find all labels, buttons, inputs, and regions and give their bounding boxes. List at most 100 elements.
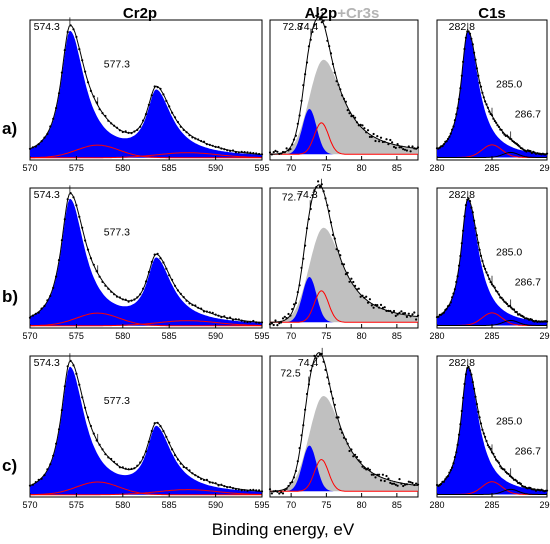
x-tick-label: 285	[484, 331, 499, 341]
data-point	[291, 143, 294, 146]
data-point	[46, 468, 49, 471]
data-point	[496, 124, 499, 127]
data-point	[354, 453, 357, 456]
data-point	[274, 319, 277, 322]
x-tick-label: 280	[429, 331, 444, 341]
data-point	[298, 284, 301, 287]
data-point	[197, 475, 200, 478]
x-tick-label: 290	[539, 331, 550, 341]
data-point	[506, 302, 509, 306]
data-point	[533, 488, 536, 491]
data-point	[208, 143, 211, 146]
data-point	[205, 310, 208, 313]
data-point	[46, 299, 49, 302]
data-point	[391, 141, 394, 144]
data-point	[168, 441, 171, 444]
data-point	[208, 311, 211, 314]
data-point	[445, 307, 448, 310]
data-point	[398, 311, 401, 314]
data-point	[320, 183, 323, 186]
data-point	[86, 81, 90, 84]
data-point	[78, 215, 81, 218]
data-point	[98, 275, 101, 278]
data-point	[34, 481, 37, 484]
data-point	[165, 99, 168, 102]
data-point	[335, 416, 338, 419]
data-point	[52, 117, 55, 120]
data-point	[477, 74, 480, 77]
data-point	[466, 198, 469, 201]
data-point	[280, 321, 283, 324]
data-point	[402, 484, 405, 488]
panel-2-row-1: 282.8 285.0 286.7 280 285 290	[429, 187, 550, 341]
data-point	[188, 134, 191, 137]
data-point	[451, 128, 454, 131]
data-point	[268, 151, 272, 154]
data-point	[394, 483, 397, 486]
envelope-line	[269, 184, 419, 323]
data-point	[231, 318, 235, 321]
data-point	[107, 287, 110, 290]
data-point	[331, 233, 334, 236]
data-point	[294, 469, 297, 473]
data-point	[147, 440, 150, 443]
panel-0-row-2: 574.3 577.3 570 575 580 585 590 595	[22, 353, 270, 510]
component-fill-blue	[437, 367, 547, 495]
data-point	[333, 403, 336, 406]
data-point	[55, 107, 58, 110]
data-point	[339, 254, 342, 257]
peak-label: 577.3	[104, 226, 130, 238]
data-point	[415, 482, 418, 485]
data-point	[234, 151, 237, 154]
x-tick-label: 280	[429, 500, 444, 510]
data-point	[240, 489, 243, 492]
data-point	[270, 492, 273, 495]
data-point	[37, 478, 40, 481]
data-point	[223, 148, 226, 151]
data-point	[411, 145, 414, 148]
data-point	[252, 488, 255, 491]
data-point	[226, 149, 229, 152]
data-point	[311, 30, 314, 33]
data-point	[385, 474, 388, 478]
data-point	[252, 152, 255, 155]
data-point	[159, 87, 162, 90]
data-point	[400, 146, 403, 149]
data-point	[456, 443, 459, 446]
data-point	[165, 267, 168, 270]
data-point	[147, 103, 150, 106]
data-point	[378, 140, 381, 143]
data-point	[453, 456, 456, 459]
data-point	[328, 382, 331, 385]
data-point	[165, 435, 168, 438]
data-point	[317, 355, 320, 358]
data-point	[124, 130, 127, 133]
x-tick-label: 80	[357, 331, 367, 341]
data-point	[291, 480, 294, 484]
data-point	[81, 226, 84, 229]
data-point	[66, 198, 69, 201]
data-point	[453, 119, 456, 122]
data-point	[305, 61, 309, 64]
data-point	[188, 302, 191, 305]
data-point	[287, 312, 290, 316]
data-point	[464, 373, 467, 376]
data-point	[392, 482, 396, 485]
data-point	[217, 484, 220, 487]
data-point	[324, 25, 327, 28]
data-point	[342, 97, 346, 100]
data-point	[339, 428, 342, 431]
data-point	[57, 92, 61, 95]
data-point	[320, 21, 323, 24]
data-point	[156, 86, 159, 89]
data-point	[462, 229, 465, 232]
data-point	[311, 194, 314, 197]
data-point	[403, 483, 407, 486]
data-point	[355, 455, 359, 459]
data-point	[335, 248, 338, 251]
data-point	[385, 138, 388, 141]
data-point	[52, 286, 55, 289]
data-point	[484, 100, 487, 103]
data-point	[194, 137, 197, 140]
